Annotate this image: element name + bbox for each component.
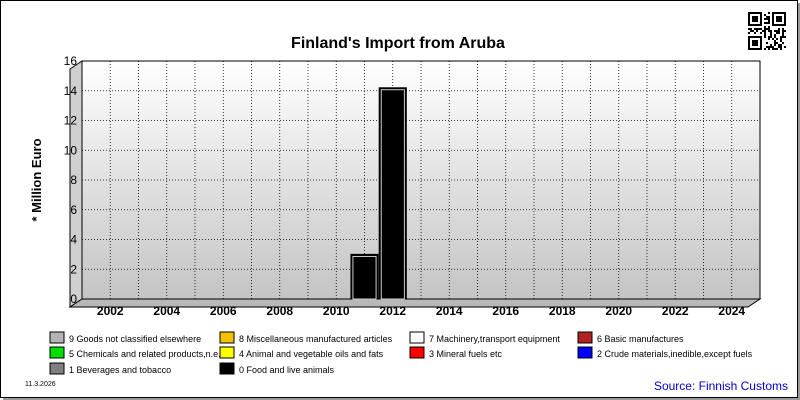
y-tick-label: 16	[64, 54, 78, 68]
bar	[350, 253, 379, 300]
legend-swatch	[219, 346, 235, 359]
y-tick-label: 0	[70, 292, 77, 306]
y-tick-label: 2	[70, 262, 77, 276]
x-tick-label: 2012	[379, 304, 406, 318]
y-tick-label: 10	[64, 143, 78, 157]
x-tick-label: 2006	[210, 304, 237, 318]
legend-label: 0 Food and live animals	[239, 365, 335, 375]
legend-label: 7 Machinery,transport equipment	[429, 334, 560, 344]
y-tick-label: 4	[70, 233, 77, 247]
y-axis-label: * Million Euro	[29, 138, 44, 221]
date-stamp: 11.3.2026	[25, 381, 56, 388]
legend-label: 3 Mineral fuels etc	[429, 349, 503, 359]
legend: 9 Goods not classified elsewhere 8 Miscel…	[49, 331, 753, 375]
x-tick-label: 2002	[97, 304, 124, 318]
bar-highlight	[380, 89, 405, 300]
y-tick-label: 6	[70, 203, 77, 217]
y-tick-label: 8	[70, 173, 77, 187]
chart-title: Finland's Import from Aruba	[291, 35, 505, 52]
bar	[378, 87, 407, 300]
x-tick-label: 2014	[436, 304, 463, 318]
qr-code-icon	[748, 12, 786, 50]
source-link[interactable]: Source: Finnish Customs	[654, 379, 788, 393]
x-tick-label: 2016	[492, 304, 519, 318]
legend-swatch	[577, 331, 593, 344]
legend-swatch	[409, 346, 425, 359]
legend-label: 1 Beverages and tobacco	[69, 365, 171, 375]
legend-label: 8 Miscellaneous manufactured articles	[239, 334, 393, 344]
x-tick-label: 2020	[605, 304, 632, 318]
legend-swatch	[219, 331, 235, 344]
x-tick-label: 2008	[266, 304, 293, 318]
y-tick-label: 12	[64, 114, 78, 128]
x-tick-label: 2022	[662, 304, 689, 318]
x-tick-label: 2004	[153, 304, 180, 318]
legend-swatch	[49, 346, 65, 359]
legend-swatch	[577, 346, 593, 359]
legend-swatch	[409, 331, 425, 344]
plot-area: 0 2 4 6 8 10 12 14 16 2002 2004 2006 2008 2010 2012 201…	[64, 54, 762, 318]
x-tick-label: 2010	[323, 304, 350, 318]
legend-swatch	[49, 331, 65, 344]
x-tick-label: 2024	[718, 304, 745, 318]
y-tick-label: 14	[64, 84, 78, 98]
legend-label: 2 Crude materials,inedible,except fuels	[597, 349, 753, 359]
legend-label: 5 Chemicals and related products,n.e.s.	[69, 349, 228, 359]
legend-label: 9 Goods not classified elsewhere	[69, 334, 201, 344]
legend-swatch	[49, 362, 65, 375]
legend-label: 4 Animal and vegetable oils and fats	[239, 349, 384, 359]
x-tick-label: 2018	[549, 304, 576, 318]
legend-label: 6 Basic manufactures	[597, 334, 684, 344]
bar-highlight	[352, 255, 377, 300]
legend-swatch	[219, 362, 235, 375]
